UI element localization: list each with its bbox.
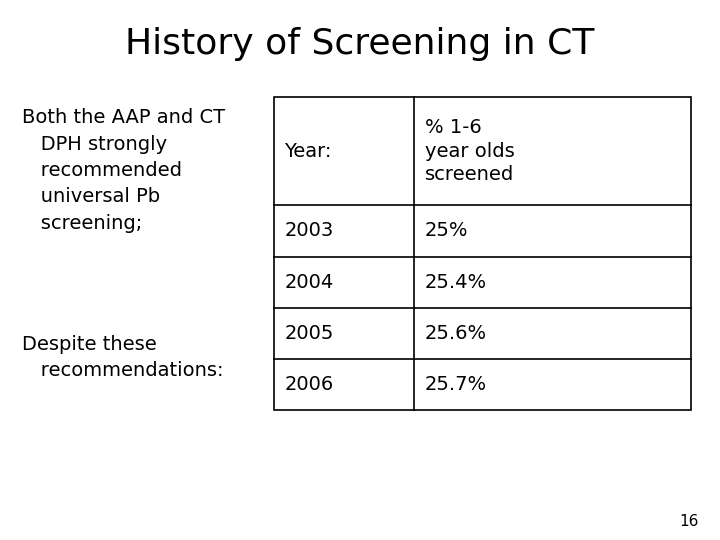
Text: 2004: 2004 — [284, 273, 333, 292]
Text: 2006: 2006 — [284, 375, 333, 394]
Text: Year:: Year: — [284, 141, 332, 161]
Text: History of Screening in CT: History of Screening in CT — [125, 27, 595, 61]
Text: Both the AAP and CT
   DPH strongly
   recommended
   universal Pb
   screening;: Both the AAP and CT DPH strongly recomme… — [22, 108, 225, 233]
Text: 25.7%: 25.7% — [425, 375, 487, 394]
Text: Despite these
   recommendations:: Despite these recommendations: — [22, 335, 223, 380]
Text: 2005: 2005 — [284, 324, 334, 343]
Text: 2003: 2003 — [284, 221, 333, 240]
Text: 25.4%: 25.4% — [425, 273, 487, 292]
Text: 25%: 25% — [425, 221, 468, 240]
Text: 16: 16 — [679, 514, 698, 529]
Text: % 1-6
year olds
screened: % 1-6 year olds screened — [425, 118, 515, 184]
Text: 25.6%: 25.6% — [425, 324, 487, 343]
FancyBboxPatch shape — [274, 97, 691, 410]
